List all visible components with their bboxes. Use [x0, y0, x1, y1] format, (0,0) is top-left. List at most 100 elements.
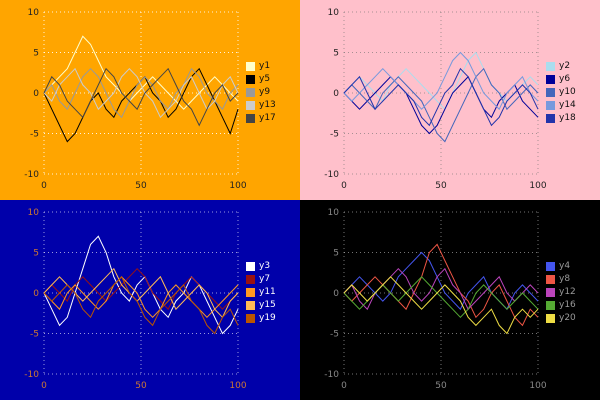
legend-swatch: [246, 274, 255, 284]
legend-label: y8: [559, 274, 571, 284]
legend-item: y13: [246, 100, 276, 110]
legend-item: y3: [246, 261, 276, 271]
subplot-top-right: -10 -5 0 5 10 0 50 100 y2 y6 y10 y14 y18: [300, 0, 600, 200]
y-tick-label: -10: [324, 170, 339, 180]
series-line-y19: [43, 275, 239, 335]
series-line-y18: [343, 67, 539, 127]
series-line-y14: [343, 51, 539, 111]
legend: y1 y5 y9 y13 y17: [246, 61, 276, 123]
y-tick-label: -5: [30, 330, 39, 340]
y-tick-label: -5: [30, 130, 39, 140]
legend-item: y2: [546, 61, 576, 71]
legend-swatch: [546, 300, 555, 310]
y-tick-label: 10: [328, 8, 340, 18]
legend-swatch: [246, 313, 255, 323]
legend-label: y11: [259, 287, 276, 297]
legend-label: y4: [559, 261, 571, 271]
y-tick-label: 0: [33, 289, 39, 299]
y-tick-label: -10: [324, 370, 339, 380]
legend-item: y8: [546, 274, 576, 284]
legend-item: y14: [546, 100, 576, 110]
legend-item: y17: [246, 113, 276, 123]
y-tick-label: 5: [333, 249, 339, 259]
legend-item: y18: [546, 113, 576, 123]
series-line-y17: [43, 67, 239, 127]
y-tick-label: 10: [328, 208, 340, 218]
legend-item: y5: [246, 74, 276, 84]
legend-label: y2: [559, 61, 571, 71]
series-line-y3: [43, 235, 239, 335]
series-line-y6: [343, 75, 539, 135]
y-tick-label: 10: [28, 8, 40, 18]
legend: y3 y7 y11 y15 y19: [246, 261, 276, 323]
x-tick-label: 100: [529, 381, 546, 391]
y-tick-label: 5: [33, 49, 39, 59]
legend-swatch: [246, 100, 255, 110]
legend-label: y16: [559, 300, 576, 310]
legend-label: y13: [259, 100, 276, 110]
y-tick-label: -10: [24, 170, 39, 180]
y-tick-label: 0: [333, 89, 339, 99]
series-line-y10: [343, 67, 539, 143]
legend-swatch: [246, 300, 255, 310]
legend-label: y6: [559, 74, 571, 84]
legend-swatch: [246, 261, 255, 271]
series-line-y2: [343, 51, 539, 111]
legend-swatch: [546, 261, 555, 271]
legend-label: y3: [259, 261, 271, 271]
legend-swatch: [246, 74, 255, 84]
legend-label: y18: [559, 113, 576, 123]
legend-label: y14: [559, 100, 576, 110]
legend: y2 y6 y10 y14 y18: [546, 61, 576, 123]
x-tick-label: 0: [341, 181, 347, 191]
legend-swatch: [246, 87, 255, 97]
x-tick-label: 50: [135, 381, 147, 391]
x-tick-label: 50: [435, 181, 447, 191]
legend-label: y7: [259, 274, 271, 284]
series-line-y8: [343, 243, 539, 327]
legend-swatch: [246, 61, 255, 71]
x-tick-label: 0: [341, 381, 347, 391]
series-line-y13: [43, 67, 239, 119]
legend-label: y20: [559, 313, 576, 323]
legend-item: y15: [246, 300, 276, 310]
x-tick-label: 100: [529, 181, 546, 191]
series-line-y1: [43, 35, 239, 110]
legend-swatch: [546, 274, 555, 284]
y-tick-label: 0: [33, 89, 39, 99]
subplot-top-left: -10 -5 0 5 10 0 50 100 y1 y5 y9 y13 y17: [0, 0, 300, 200]
x-tick-label: 50: [135, 181, 147, 191]
legend-swatch: [246, 113, 255, 123]
subplot-bottom-left: -10 -5 0 5 10 0 50 100 y3 y7 y11 y15 y19: [0, 200, 300, 400]
y-tick-label: 0: [333, 289, 339, 299]
legend-item: y10: [546, 87, 576, 97]
legend-label: y15: [259, 300, 276, 310]
legend-label: y19: [259, 313, 276, 323]
series-line-y20: [343, 276, 539, 335]
legend-item: y19: [246, 313, 276, 323]
series-line-y15: [43, 267, 239, 319]
x-tick-label: 50: [435, 381, 447, 391]
series-line-y11: [43, 276, 239, 319]
series-line-y9: [43, 67, 239, 119]
y-tick-label: 5: [333, 49, 339, 59]
legend-item: y9: [246, 87, 276, 97]
y-tick-label: 5: [33, 249, 39, 259]
legend-item: y1: [246, 61, 276, 71]
legend-label: y9: [259, 87, 271, 97]
legend-swatch: [546, 74, 555, 84]
legend-label: y5: [259, 74, 271, 84]
x-tick-label: 0: [41, 381, 47, 391]
legend-item: y16: [546, 300, 576, 310]
legend-label: y1: [259, 61, 271, 71]
legend-label: y10: [559, 87, 576, 97]
x-tick-label: 0: [41, 181, 47, 191]
legend-label: y17: [259, 113, 276, 123]
legend-item: y11: [246, 287, 276, 297]
legend-item: y6: [546, 74, 576, 84]
legend-swatch: [546, 61, 555, 71]
subplot-bottom-right: -10 -5 0 5 10 0 50 100 y4 y8 y12 y16 y20: [300, 200, 600, 400]
y-tick-label: -5: [330, 330, 339, 340]
